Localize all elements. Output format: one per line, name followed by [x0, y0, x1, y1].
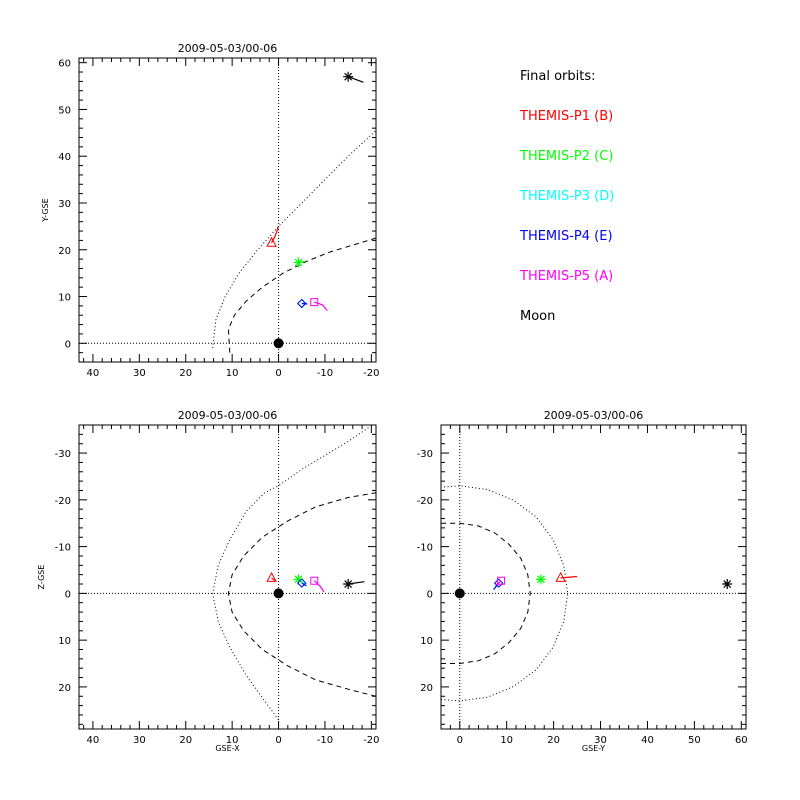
- legend-title: Final orbits:: [520, 69, 596, 84]
- x-tick-label: 0: [275, 735, 281, 746]
- y-tick-label: -20: [55, 496, 71, 507]
- y-tick-label: 20: [58, 683, 71, 694]
- x-tick-label: 20: [179, 368, 192, 379]
- themis-p1-b-trail: [271, 577, 276, 582]
- x-tick-label: 40: [641, 735, 654, 746]
- y-tick-label: 10: [58, 293, 71, 304]
- moon-trail: [347, 76, 364, 83]
- x-tick-label: 30: [133, 368, 146, 379]
- magnetopause-curve: [227, 492, 376, 697]
- x-tick-label: 20: [179, 735, 192, 746]
- y-tick-label: -30: [417, 449, 433, 460]
- plot-frame: [440, 424, 747, 730]
- y-tick-label: -20: [417, 496, 433, 507]
- yz-panel: 2009-05-03/00-06 0 10 20 30 40 50 60 20 10 0 -10 -20…: [417, 409, 748, 753]
- y-tick-label: 0: [427, 589, 433, 600]
- earth-marker: [454, 588, 465, 599]
- magnetopause-curve: [227, 237, 376, 353]
- xz-panel: 2009-05-03/00-06 40 30 20 10 0 -10 -20 20 10 0 -10 -…: [37, 409, 380, 753]
- bow-shock-curve: [212, 426, 370, 720]
- themis-p5-a-marker: [310, 576, 319, 585]
- x-tick-label: 40: [87, 735, 100, 746]
- legend-entry-themis-p1-b: THEMIS-P1 (B): [519, 109, 613, 124]
- y-tick-label: -30: [55, 449, 71, 460]
- x-tick-label: -20: [363, 735, 379, 746]
- x-tick-label: -10: [317, 368, 333, 379]
- x-tick-label: 10: [226, 735, 239, 746]
- themis-p2-c-marker: [535, 574, 546, 585]
- bow-shock-curve: [441, 485, 569, 702]
- plot-frame: [78, 57, 377, 363]
- y-tick-label: -10: [417, 543, 433, 554]
- plot-title: 2009-05-03/00-06: [178, 42, 278, 55]
- bow-shock-curve: [212, 130, 376, 349]
- earth-marker: [273, 588, 284, 599]
- x-tick-label: -10: [317, 735, 333, 746]
- legend-entry-themis-p5-a: THEMIS-P5 (A): [519, 269, 613, 284]
- themis-p4-e-marker: [297, 578, 307, 588]
- x-tick-label: -20: [363, 368, 379, 379]
- y-tick-label: -10: [55, 543, 71, 554]
- moon-marker: [343, 71, 354, 82]
- plot-area: [79, 425, 376, 729]
- x-tick-label: 10: [226, 368, 239, 379]
- xy-panel: 2009-05-03/00-06 40 30 20 10 0 -10 -20 0 10 20 30 40…: [41, 42, 380, 379]
- y-axis-label: Z-GSE: [37, 565, 46, 590]
- x-tick-label: 50: [688, 735, 701, 746]
- y-tick-label: 10: [58, 636, 71, 647]
- themis-p5-a-marker: [497, 576, 506, 585]
- x-tick-label: 10: [500, 735, 513, 746]
- legend-entry-themis-p3-d: THEMIS-P3 (D): [519, 189, 614, 204]
- y-tick-label: 20: [420, 683, 433, 694]
- y-tick-label: 0: [65, 339, 71, 350]
- x-tick-label: 20: [547, 735, 560, 746]
- plot-title: 2009-05-03/00-06: [178, 409, 278, 422]
- y-tick-label: 60: [58, 59, 71, 70]
- earth-marker: [273, 338, 284, 349]
- themis-p2-c-marker: [293, 257, 304, 268]
- themis-p5-a-trail: [313, 580, 325, 593]
- themis-p1-b-marker: [266, 236, 277, 247]
- x-axis-label: GSE-Y: [582, 744, 605, 753]
- legend-entry-themis-p4-e: THEMIS-P4 (E): [519, 229, 613, 244]
- themis-p1-b-marker: [266, 571, 277, 582]
- y-tick-label: 40: [58, 152, 71, 163]
- themis-p2-c-marker: [293, 574, 304, 585]
- themis-p4-e-marker: [494, 578, 504, 588]
- y-tick-label: 50: [58, 105, 71, 116]
- legend-entry-moon: Moon: [520, 309, 555, 324]
- themis-p4-e-marker: [297, 298, 307, 309]
- plot-title: 2009-05-03/00-06: [544, 409, 644, 422]
- legend: Final orbits: THEMIS-P1 (B) THEMIS-P2 (C)…: [519, 69, 614, 324]
- y-axis-label: Y-GSE: [41, 198, 50, 222]
- legend-entry-themis-p2-c: THEMIS-P2 (C): [519, 149, 613, 164]
- themis-p5-a-marker: [310, 298, 319, 307]
- themis-p1-b-marker: [555, 571, 566, 582]
- y-tick-label: 0: [65, 589, 71, 600]
- x-tick-label: 0: [275, 368, 281, 379]
- x-axis-label: GSE-X: [215, 744, 240, 753]
- plot-area: [441, 425, 746, 729]
- x-tick-label: 30: [594, 735, 607, 746]
- y-tick-label: 20: [58, 246, 71, 257]
- themis-p4-e-trail: [301, 302, 308, 305]
- magnetopause-curve: [441, 522, 531, 664]
- x-tick-label: 30: [133, 735, 146, 746]
- moon-marker: [343, 579, 354, 590]
- plot-area: [79, 58, 376, 362]
- y-tick-label: 10: [420, 636, 433, 647]
- plot-frame: [78, 424, 377, 730]
- themis-p5-a-trail: [314, 301, 328, 311]
- x-tick-label: 40: [87, 368, 100, 379]
- moon-marker: [722, 579, 733, 590]
- x-tick-label: 0: [457, 735, 463, 746]
- x-tick-label: 60: [735, 735, 748, 746]
- y-tick-label: 30: [58, 199, 71, 210]
